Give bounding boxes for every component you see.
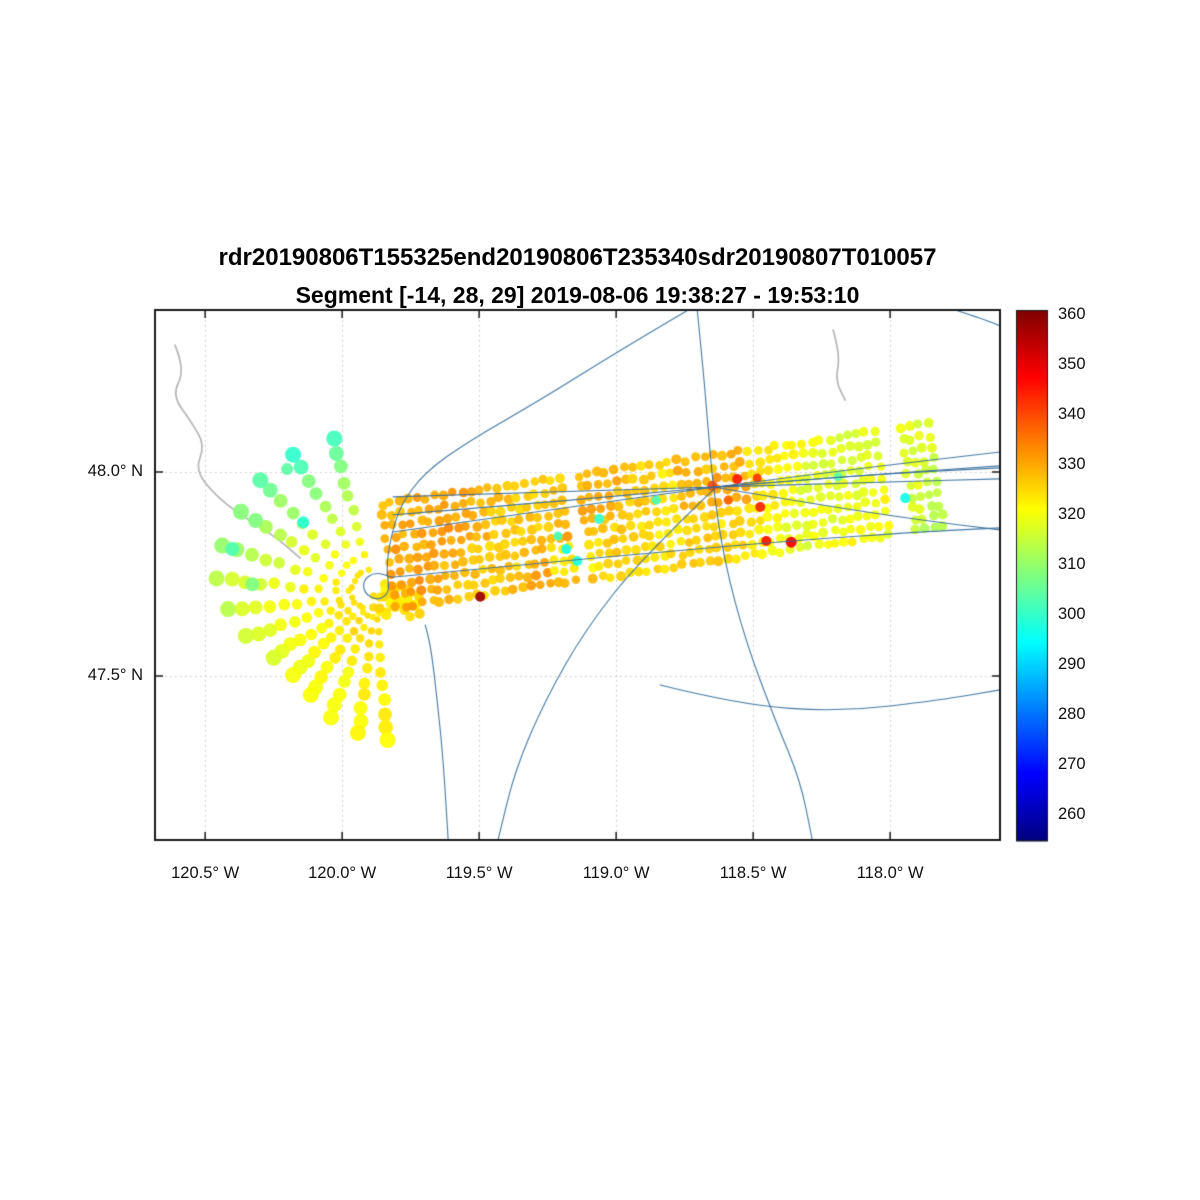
y-tick-label: 48.0° N — [87, 461, 143, 480]
x-tick-label: 120.0° W — [308, 864, 377, 882]
colorbar-tick-label: 300 — [1058, 605, 1086, 623]
colorbar-tick-label: 320 — [1058, 505, 1086, 523]
x-tick-label: 120.5° W — [171, 864, 240, 882]
x-tick-label: 119.5° W — [445, 864, 513, 882]
colorbar-tick-label: 310 — [1058, 555, 1086, 573]
colorbar-tick-label: 260 — [1058, 805, 1086, 823]
colorbar-tick-label: 290 — [1058, 655, 1086, 673]
colorbar-tick-label: 360 — [1058, 305, 1086, 323]
y-tick-label: 47.5° N — [87, 665, 143, 684]
colorbar-tick-label: 280 — [1058, 705, 1086, 723]
colorbar-tick-label: 350 — [1058, 355, 1086, 373]
figure-subtitle: Segment [-14, 28, 29] 2019-08-06 19:38:2… — [295, 282, 860, 308]
x-tick-label: 118.5° W — [719, 864, 787, 882]
x-tick-label: 119.0° W — [582, 864, 650, 882]
colorbar-tick-label: 330 — [1058, 455, 1086, 473]
colorbar-tick-label: 270 — [1058, 755, 1086, 773]
x-tick-label: 118.0° W — [856, 864, 924, 882]
colorbar-tick-label: 340 — [1058, 405, 1086, 423]
figure-title: rdr20190806T155325end20190806T235340sdr2… — [218, 244, 937, 271]
